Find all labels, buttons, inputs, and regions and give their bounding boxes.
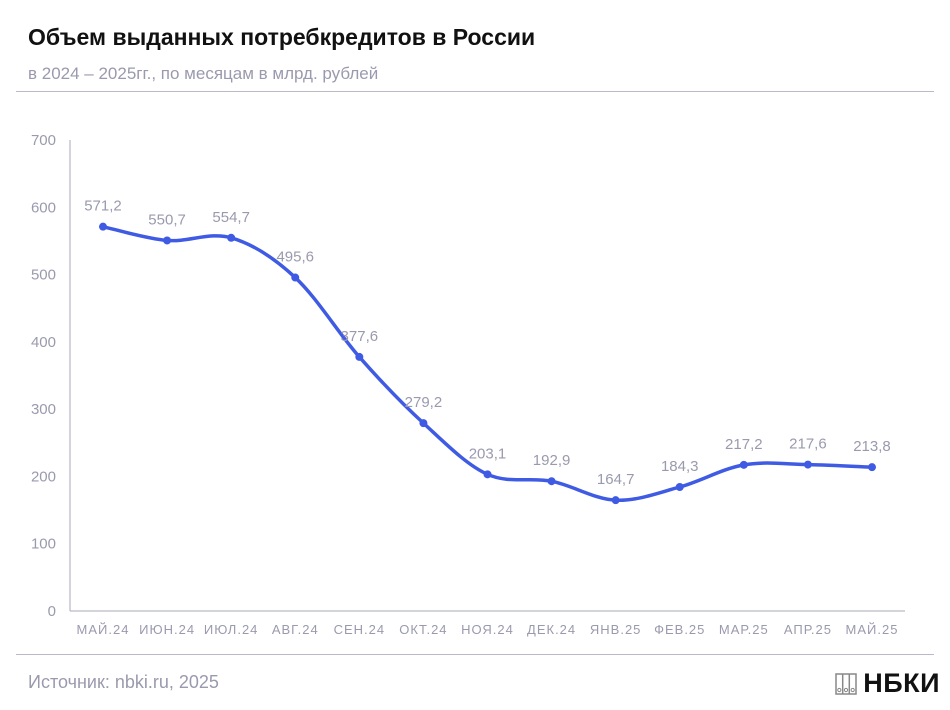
data-point xyxy=(611,496,620,505)
x-tick-label: МАР.25 xyxy=(719,622,769,637)
chart-subtitle: в 2024 – 2025гг., по месяцам в млрд. руб… xyxy=(28,64,379,83)
x-tick-label: ИЮЛ.24 xyxy=(204,622,259,637)
data-label: 554,7 xyxy=(212,209,250,226)
y-tick-label: 500 xyxy=(31,267,56,284)
x-tick-label: ИЮН.24 xyxy=(139,622,195,637)
y-tick-label: 100 xyxy=(31,536,56,553)
y-tick-label: 600 xyxy=(31,199,56,216)
data-label: 571,2 xyxy=(84,198,122,215)
x-tick-label: ДЕК.24 xyxy=(527,622,576,637)
data-label: 164,7 xyxy=(597,471,635,488)
data-point xyxy=(675,482,684,491)
data-point xyxy=(739,460,748,469)
chart-title: Объем выданных потребкредитов в России xyxy=(28,24,536,50)
source-note: Источник: nbki.ru, 2025 xyxy=(28,672,219,692)
data-label: 377,6 xyxy=(341,328,379,345)
nbki-logo-icon xyxy=(835,672,857,695)
data-point xyxy=(291,273,300,282)
data-label: 184,3 xyxy=(661,458,699,475)
x-tick-label: ОКТ.24 xyxy=(399,622,447,637)
data-label: 192,9 xyxy=(533,452,571,469)
data-point xyxy=(868,463,876,472)
y-tick-label: 400 xyxy=(31,334,56,351)
data-label: 217,6 xyxy=(789,436,827,453)
data-point xyxy=(419,419,428,428)
data-label: 279,2 xyxy=(405,394,443,411)
x-tick-label: СЕН.24 xyxy=(334,622,386,637)
data-label: 550,7 xyxy=(148,211,186,228)
y-tick-label: 700 xyxy=(31,132,56,149)
x-tick-label: АВГ.24 xyxy=(272,622,319,637)
x-tick-label: НОЯ.24 xyxy=(461,622,514,637)
x-tick-label: АПР.25 xyxy=(784,622,832,637)
x-tick-label: ФЕВ.25 xyxy=(654,622,705,637)
x-tick-label: МАЙ.24 xyxy=(77,622,130,637)
logo-text: НБКИ xyxy=(863,668,940,698)
data-point xyxy=(547,477,556,486)
nbki-logo: НБКИ xyxy=(835,668,940,699)
data-point xyxy=(803,460,812,469)
data-point xyxy=(227,233,236,242)
header-divider xyxy=(16,91,934,92)
y-tick-label: 200 xyxy=(31,468,56,485)
data-label: 203,1 xyxy=(469,445,507,462)
data-point xyxy=(483,470,492,479)
data-label: 217,2 xyxy=(725,436,763,453)
x-tick-label: МАЙ.25 xyxy=(846,622,899,637)
data-label: 213,8 xyxy=(853,438,891,455)
y-tick-label: 300 xyxy=(31,401,56,418)
data-point xyxy=(163,236,172,245)
data-label: 495,6 xyxy=(276,249,314,266)
data-point xyxy=(355,352,364,361)
footer-divider xyxy=(16,654,934,655)
y-tick-label: 0 xyxy=(48,603,56,620)
x-tick-label: ЯНВ.25 xyxy=(590,622,642,637)
data-point xyxy=(99,222,107,231)
